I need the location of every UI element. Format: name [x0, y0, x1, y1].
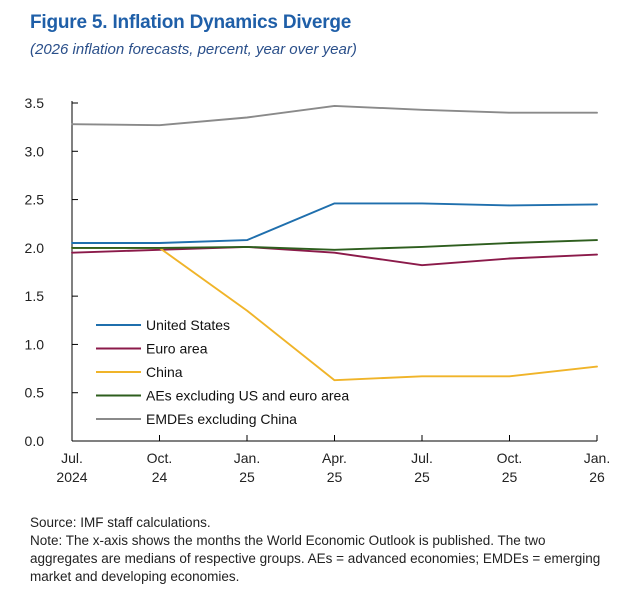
x-tick-label-year: 25	[327, 469, 343, 485]
x-tick-label: Jul.	[411, 450, 433, 466]
x-tick-label: Jan.	[234, 450, 260, 466]
x-tick-label: Oct.	[147, 450, 173, 466]
x-tick-label-year: 25	[502, 469, 518, 485]
legend-label: AEs excluding US and euro area	[146, 388, 349, 404]
chart-axes: 0.0 0.5 1.0 1.5 2.0 2.5 3.0 3.5 Jul. 2024 Oct. 24 Ja…	[25, 95, 611, 485]
legend-label: United States	[146, 317, 230, 333]
x-tick-label-year: 24	[152, 469, 168, 485]
series-line-euro-area	[71, 245, 598, 267]
y-tick-label: 0.0	[25, 433, 45, 449]
x-tick-label: Oct.	[497, 450, 523, 466]
series-line-aes-excluding-us-and-euro-area	[71, 239, 598, 251]
source-note: Source: IMF staff calculations.	[30, 515, 211, 530]
series-line-united-states	[71, 202, 598, 244]
chart-subtitle: (2026 inflation forecasts, percent, year…	[30, 41, 357, 58]
legend-label: EMDEs excluding China	[146, 411, 297, 427]
y-tick-label: 1.0	[25, 336, 45, 352]
x-tick-label-year: 2024	[56, 469, 87, 485]
x-tick-label-year: 25	[239, 469, 255, 485]
legend-label: Euro area	[146, 341, 208, 357]
series-line-china	[71, 246, 598, 382]
x-tick-label-year: 25	[414, 469, 430, 485]
y-tick-label: 3.5	[25, 95, 45, 111]
chart-notes: Source: IMF staff calculations. Note: Th…	[30, 514, 610, 586]
footnote: Note: The x-axis shows the months the Wo…	[30, 533, 601, 584]
y-tick-label: 0.5	[25, 385, 45, 401]
y-tick-label: 2.0	[25, 240, 45, 256]
x-tick-label: Jan.	[584, 450, 610, 466]
chart-series-lines	[71, 104, 598, 382]
x-tick-label: Apr.	[322, 450, 347, 466]
x-tick-label-year: 26	[589, 469, 605, 485]
series-line-emdes-excluding-china	[71, 104, 598, 127]
legend-label: China	[146, 364, 183, 380]
line-chart: 0.0 0.5 1.0 1.5 2.0 2.5 3.0 3.5 Jul. 2024 Oct. 24 Ja…	[25, 95, 611, 485]
chart-title: Figure 5. Inflation Dynamics Diverge	[30, 12, 352, 33]
chart-legend: United States Euro area China AEs excluding…	[96, 317, 349, 427]
y-tick-label: 1.5	[25, 288, 45, 304]
y-tick-label: 2.5	[25, 192, 45, 208]
x-tick-label: Jul.	[61, 450, 83, 466]
y-tick-label: 3.0	[25, 143, 45, 159]
